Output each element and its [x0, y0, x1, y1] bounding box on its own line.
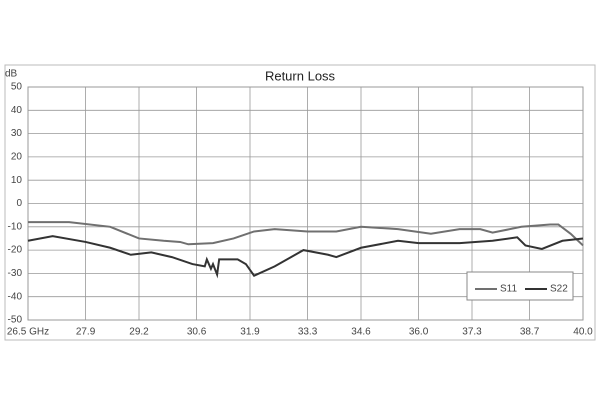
x-tick-label: 31.9	[240, 327, 260, 338]
y-axis-label: dB	[5, 69, 18, 80]
x-tick-label: 27.9	[76, 327, 96, 338]
y-tick-label: -10	[8, 221, 23, 232]
x-tick-label: 38.7	[520, 327, 540, 338]
x-tick-label: 33.3	[298, 327, 318, 338]
x-tick-label: 26.5 GHz	[7, 327, 49, 338]
x-tick-label: 29.2	[129, 327, 149, 338]
chart-title: Return Loss	[265, 68, 336, 83]
y-tick-label: -40	[8, 291, 23, 302]
y-tick-label: 20	[11, 152, 23, 163]
chart-frame	[4, 64, 596, 341]
x-tick-label: 36.0	[409, 327, 429, 338]
y-tick-label: 30	[11, 128, 23, 139]
y-tick-label: 50	[11, 82, 23, 93]
x-tick-label: 37.3	[462, 327, 482, 338]
x-tick-label: 40.0	[573, 327, 593, 338]
series-line	[28, 221, 584, 247]
x-tick-label: 34.6	[351, 327, 371, 338]
legend-box	[466, 271, 574, 301]
legend-label: S11	[500, 284, 517, 295]
y-tick-label: -20	[8, 245, 23, 256]
x-tick-label: 30.6	[187, 327, 207, 338]
legend-label: S22	[550, 284, 568, 295]
y-tick-label: 10	[11, 175, 23, 186]
y-tick-label: -50	[8, 315, 23, 326]
y-tick-label: 40	[11, 105, 23, 116]
y-tick-label: -30	[8, 268, 23, 279]
y-tick-label: 0	[16, 198, 22, 209]
series-line	[27, 235, 584, 279]
